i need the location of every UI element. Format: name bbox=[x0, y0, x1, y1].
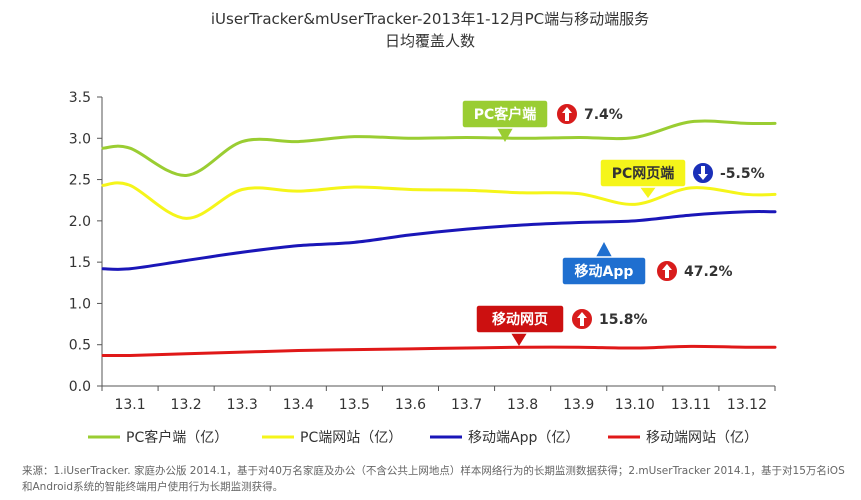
callout-change: 7.4% bbox=[584, 107, 623, 123]
callout-pointer bbox=[511, 333, 527, 346]
chart-subtitle: 日均覆盖人数 bbox=[385, 32, 475, 50]
callout-4: 移动网页 15.8% bbox=[475, 304, 648, 346]
callout-change: -5.5% bbox=[720, 166, 765, 182]
legend-item-3: 移动端App（亿） bbox=[430, 430, 579, 446]
callout-change: 15.8% bbox=[599, 312, 648, 328]
y-tick-label: 2.0 bbox=[69, 214, 91, 230]
callout-box bbox=[561, 256, 647, 286]
x-tick-label: 13.7 bbox=[451, 397, 482, 413]
x-tick-label: 13.12 bbox=[727, 397, 767, 413]
callout-label: PC网页端 bbox=[612, 165, 675, 182]
x-tick-label: 13.4 bbox=[283, 397, 314, 413]
y-tick-label: 1.0 bbox=[69, 296, 91, 312]
series-line-2 bbox=[101, 181, 777, 220]
arrow-up-icon bbox=[655, 259, 679, 283]
y-tick-label: 3.5 bbox=[69, 90, 91, 106]
callout-label: 移动App bbox=[575, 263, 634, 280]
callout-change: 47.2% bbox=[684, 264, 733, 280]
legend-label: 移动端App（亿） bbox=[468, 430, 579, 446]
arrow-down-icon bbox=[691, 161, 715, 185]
series-line-1 bbox=[101, 119, 777, 177]
y-tick-label: 0.5 bbox=[69, 338, 91, 354]
x-tick-label: 13.6 bbox=[395, 397, 426, 413]
legend-label: 移动端网站（亿） bbox=[646, 430, 758, 446]
callout-pointer bbox=[497, 128, 513, 142]
callouts: PC客户端 7.4% PC网页端 -5.5% 移动App 47.2% 移动网页 15.8% bbox=[461, 99, 765, 346]
callout-pointer bbox=[640, 187, 656, 198]
callout-label: PC客户端 bbox=[474, 106, 537, 123]
legend-item-1: PC客户端（亿） bbox=[88, 429, 228, 446]
x-tick-label: 13.5 bbox=[339, 397, 370, 413]
arrow-up-icon bbox=[555, 102, 579, 126]
series-lines bbox=[101, 119, 777, 358]
legend-label: PC端网站（亿） bbox=[300, 430, 402, 446]
x-tick-label: 13.8 bbox=[507, 397, 538, 413]
callout-box bbox=[599, 158, 687, 188]
callout-2: PC网页端 -5.5% bbox=[599, 158, 765, 198]
x-tick-label: 13.3 bbox=[227, 397, 258, 413]
chart-axes: 0.0 0.5 1.0 1.5 2.0 2.5 3.0 3.5 13.1 13.2 13.3 13.4… bbox=[69, 90, 776, 413]
x-tick-label: 13.11 bbox=[671, 397, 711, 413]
x-tick-label: 13.9 bbox=[563, 397, 594, 413]
y-tick-label: 3.0 bbox=[69, 131, 91, 147]
x-tick-label: 13.1 bbox=[114, 397, 145, 413]
y-tick-label: 0.0 bbox=[69, 379, 91, 395]
legend-label: PC客户端（亿） bbox=[126, 429, 228, 446]
arrow-glyph bbox=[662, 264, 672, 278]
series-line-3 bbox=[101, 210, 777, 271]
callout-box bbox=[461, 99, 549, 129]
legend-item-2: PC端网站（亿） bbox=[262, 430, 402, 446]
source-note: 来源：1.iUserTracker. 家庭办公版 2014.1，基于对40万名家… bbox=[22, 465, 845, 493]
arrow-glyph bbox=[698, 166, 708, 180]
arrow-glyph bbox=[577, 312, 587, 326]
y-tick-label: 1.5 bbox=[69, 255, 91, 271]
arrow-up-icon bbox=[570, 307, 594, 331]
y-tick-label: 2.5 bbox=[69, 173, 91, 189]
callout-3: 移动App 47.2% bbox=[561, 242, 733, 286]
legend: PC客户端（亿） PC端网站（亿） 移动端App（亿） 移动端网站（亿） bbox=[88, 429, 758, 446]
callout-pointer bbox=[596, 242, 612, 257]
callout-1: PC客户端 7.4% bbox=[461, 99, 623, 142]
series-line-4 bbox=[101, 344, 777, 358]
callout-label: 移动网页 bbox=[492, 311, 548, 328]
legend-item-4: 移动端网站（亿） bbox=[608, 430, 758, 446]
arrow-glyph bbox=[562, 107, 572, 121]
chart-title: iUserTracker&mUserTracker-2013年1-12月PC端与… bbox=[211, 10, 649, 28]
x-tick-label: 13.2 bbox=[171, 397, 202, 413]
x-tick-label: 13.10 bbox=[615, 397, 655, 413]
callout-box bbox=[475, 304, 565, 334]
